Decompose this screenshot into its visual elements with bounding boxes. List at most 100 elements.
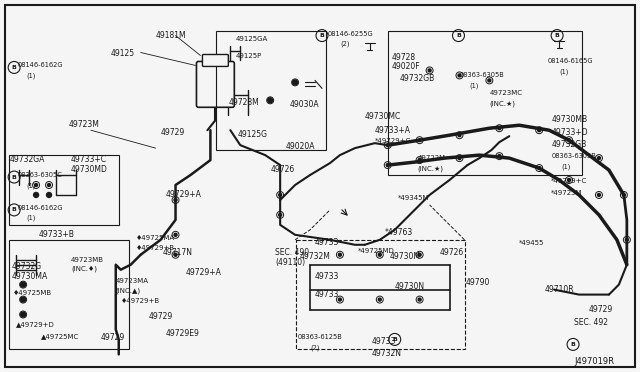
Text: 49728: 49728 [392,52,416,61]
Text: 08363-6305B: 08363-6305B [460,73,504,78]
Text: 49733: 49733 [372,337,396,346]
Text: 49729: 49729 [161,128,185,137]
Text: (49110): (49110) [275,258,305,267]
Text: 08146-6162G: 08146-6162G [17,62,63,68]
Text: 08146-6162G: 08146-6162G [17,205,63,211]
Text: 49732N: 49732N [372,349,402,358]
Circle shape [538,129,541,132]
Bar [9,155,119,225]
Text: *49729+C: *49729+C [375,138,411,144]
Text: 49733: 49733 [315,238,339,247]
Circle shape [418,158,421,161]
Text: 49729+A: 49729+A [166,190,202,199]
Text: B: B [12,174,17,180]
Text: 49733+A: 49733+A [375,126,411,135]
Circle shape [278,193,282,196]
Text: 08363-6125B: 08363-6125B [298,334,343,340]
Text: (INC.♦): (INC.♦) [71,266,97,272]
Text: *49763: *49763 [385,228,413,237]
Text: 49732GB: 49732GB [400,74,435,83]
Bar [296,240,465,349]
Text: (1): (1) [26,73,35,79]
Text: 49125P: 49125P [236,52,262,58]
Circle shape [568,139,571,142]
Circle shape [20,282,26,287]
Text: 49723MC: 49723MC [490,90,522,96]
Circle shape [278,214,282,217]
Text: 49732M: 49732M [300,252,331,261]
Text: B: B [319,33,324,38]
Text: 49030A: 49030A [290,100,320,109]
Text: 49723M: 49723M [69,120,100,129]
Circle shape [418,139,421,142]
Text: B: B [392,337,397,342]
FancyBboxPatch shape [202,54,228,67]
Circle shape [174,253,177,256]
Text: 49723MB: 49723MB [71,257,104,263]
Text: SEC. 492: SEC. 492 [574,318,608,327]
Text: (INC.★): (INC.★) [490,100,515,107]
Circle shape [598,193,600,196]
Text: 08146-6165G: 08146-6165G [547,58,593,64]
Text: ▲49729+D: ▲49729+D [16,321,55,327]
Text: 49733+B: 49733+B [39,230,75,239]
Circle shape [268,98,273,103]
Circle shape [458,134,461,137]
Circle shape [22,298,24,301]
Text: 49729: 49729 [589,305,613,314]
Text: 49125: 49125 [111,48,135,58]
Text: 49729+A: 49729+A [186,268,221,277]
Text: SEC. 490: SEC. 490 [275,248,309,257]
Text: 49726: 49726 [270,165,294,174]
Circle shape [378,253,381,256]
Circle shape [378,298,381,301]
Text: 08146-6255G: 08146-6255G [328,31,374,36]
Circle shape [22,313,24,316]
Text: *49725M: *49725M [551,190,582,196]
Text: (2): (2) [340,41,349,47]
Text: 49728M: 49728M [228,98,259,108]
Circle shape [498,127,501,130]
Bar [9,240,129,349]
Text: J497019R: J497019R [574,357,614,366]
Text: (1): (1) [469,82,479,89]
Text: 49730MB: 49730MB [551,115,588,124]
Circle shape [269,99,272,102]
Circle shape [387,144,389,147]
Circle shape [47,183,51,186]
Text: 49733+D: 49733+D [551,128,588,137]
Circle shape [428,69,431,72]
Text: 49733: 49733 [315,290,339,299]
Circle shape [33,192,38,198]
Text: 49722M: 49722M [418,155,445,161]
Text: ♦49725MA: ♦49725MA [136,235,175,241]
Circle shape [538,167,541,170]
Text: *49455: *49455 [519,240,545,246]
Circle shape [47,192,51,198]
Text: 49790: 49790 [465,278,490,287]
Text: ♦49729+B: ♦49729+B [136,245,175,251]
Circle shape [292,80,298,85]
Bar [216,31,326,150]
Text: 49733+C: 49733+C [71,155,107,164]
Circle shape [387,164,389,167]
Text: (INC.▲): (INC.▲) [116,288,141,294]
Circle shape [498,155,501,158]
Circle shape [418,253,421,256]
Text: 49125G: 49125G [237,130,268,139]
Circle shape [418,298,421,301]
Circle shape [339,298,341,301]
Text: 08363-6305C: 08363-6305C [17,172,62,178]
Text: 49020A: 49020A [285,142,315,151]
Text: (INC.★): (INC.★) [418,165,444,171]
Text: 49710R: 49710R [544,285,574,294]
Text: 49732G: 49732G [11,262,42,271]
Text: ♦49729+B: ♦49729+B [121,298,160,304]
Text: ♦49725MB: ♦49725MB [13,290,52,296]
Text: 49729: 49729 [148,311,173,321]
Circle shape [598,157,600,160]
Text: 49717N: 49717N [163,248,193,257]
Text: 08363-6305B: 08363-6305B [551,153,596,159]
Circle shape [294,81,296,84]
Text: 49729E9: 49729E9 [166,330,200,339]
